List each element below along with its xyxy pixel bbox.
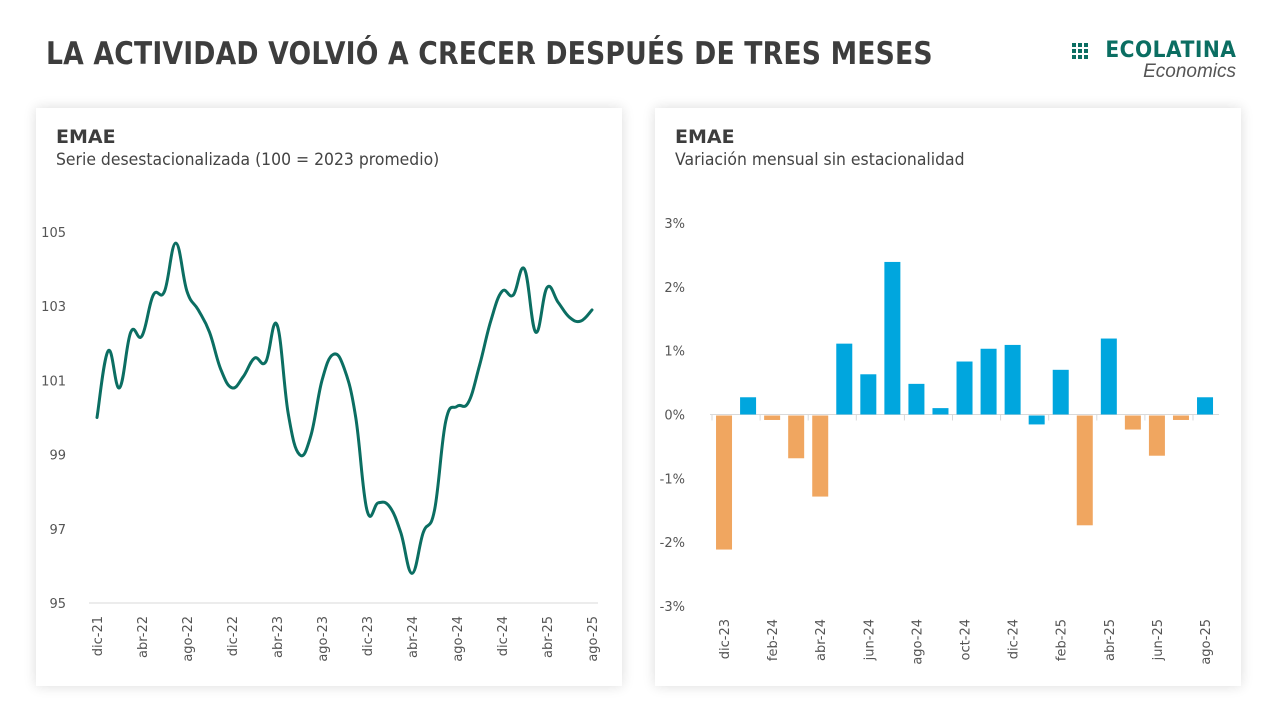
x-tick-label: ago-23 (316, 616, 331, 662)
x-tick-label: jun-24 (862, 619, 877, 661)
y-tick-label: -1% (660, 472, 685, 487)
logo-subtitle: Economics (1143, 61, 1236, 82)
x-tick-label: ago-24 (910, 619, 925, 665)
x-tick-label: dic-22 (226, 616, 241, 656)
y-tick-label: 105 (41, 226, 66, 241)
line-chart: 95 97 99 101 103 105 dic-21 abr-22 ago-22 dic-22 a… (41, 226, 601, 662)
line-chart-title: EMAE (56, 126, 116, 148)
bar-ago-24 (908, 383, 925, 415)
bar-dic-24 (1004, 344, 1021, 415)
line-chart-subtitle: Serie desestacionalizada (100 = 2023 pro… (56, 150, 440, 170)
bar-jul-25 (1172, 415, 1189, 420)
x-tick-label: dic-24 (496, 616, 511, 656)
x-tick-label: jun-25 (1151, 619, 1166, 661)
bar-chart-card: EMAE Variación mensual sin estacionalida… (655, 108, 1241, 686)
x-tick-label: ago-25 (1199, 619, 1214, 665)
series-line-emae (95, 241, 594, 575)
bar-may-24 (836, 343, 853, 415)
bar-nov-24 (980, 348, 997, 415)
logo-name: ECOLATINA (1105, 38, 1236, 63)
y-tick-label: 103 (41, 300, 66, 315)
x-tick-label: feb-25 (1055, 619, 1070, 661)
bar-ago-25 (1197, 397, 1214, 415)
x-tick-label: dic-21 (91, 616, 106, 656)
y-tick-label: 0% (664, 409, 685, 424)
x-tick-label: ago-24 (451, 616, 466, 662)
y-tick-label: 1% (664, 345, 685, 360)
y-tick-label: -2% (660, 536, 685, 551)
y-tick-label: 99 (49, 449, 66, 464)
bar-oct-24 (956, 361, 973, 415)
x-tick-label: abr-24 (406, 616, 421, 658)
bar-mar-24 (788, 415, 805, 459)
x-tick-label: abr-24 (814, 619, 829, 661)
x-tick-label: feb-24 (766, 619, 781, 661)
x-tick-label: abr-23 (271, 616, 286, 658)
y-tick-label: 101 (41, 374, 66, 389)
x-tick-label: ago-22 (181, 616, 196, 662)
bar-abr-24 (812, 415, 829, 497)
y-tick-label: 95 (49, 597, 66, 612)
bar-may-25 (1124, 415, 1141, 430)
x-tick-label: dic-23 (361, 616, 376, 656)
line-chart-card: EMAE Serie desestacionalizada (100 = 202… (36, 108, 622, 686)
x-tick-label: ago-25 (586, 616, 601, 662)
x-tick-label: dic-24 (1007, 619, 1022, 659)
bar-feb-24 (764, 415, 781, 420)
bar-ene-25 (1028, 415, 1045, 425)
bar-jun-25 (1148, 415, 1165, 456)
x-tick-label: abr-25 (541, 616, 556, 658)
brand-logo: ECOLATINA Economics (1071, 38, 1236, 83)
bar-ene-24 (740, 397, 757, 415)
x-tick-label: abr-25 (1103, 619, 1118, 661)
page-title: LA ACTIVIDAD VOLVIÓ A CRECER DESPUÉS DE … (46, 36, 933, 72)
x-tick-label: dic-23 (718, 619, 733, 659)
bar-abr-25 (1100, 338, 1117, 415)
bar-chart-title: EMAE (675, 126, 735, 148)
bar-dic-23 (716, 415, 733, 550)
bar-chart: -3% -2% -1% 0% 1% 2% 3% dic-23 feb-24 abr-24 jun-2… (660, 217, 1220, 665)
y-tick-label: 2% (664, 281, 685, 296)
bar-mar-25 (1076, 415, 1093, 526)
bar-sep-24 (932, 408, 949, 415)
x-tick-label: oct-24 (959, 619, 974, 660)
y-tick-label: 3% (664, 217, 685, 232)
bar-jun-24 (860, 374, 877, 415)
bar-chart-subtitle: Variación mensual sin estacionalidad (675, 150, 965, 170)
x-tick-label: abr-22 (136, 616, 151, 658)
bar-jul-24 (884, 261, 901, 415)
y-tick-label: -3% (660, 600, 685, 615)
grid-dots-icon (1071, 42, 1088, 59)
bar-feb-25 (1052, 369, 1069, 415)
y-tick-label: 97 (49, 523, 66, 538)
